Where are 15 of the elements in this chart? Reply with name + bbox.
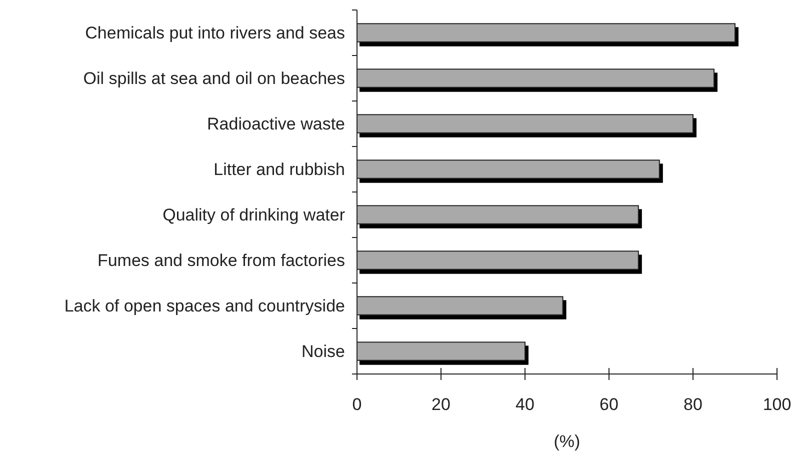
x-tick-label: 20 [432,395,450,414]
y-tick-label: Radioactive waste [207,114,345,134]
y-tick-label: Noise [302,342,345,362]
x-tick-label: 40 [516,395,534,414]
y-tick-label: Lack of open spaces and countryside [64,296,345,316]
x-tick-label: 80 [684,395,702,414]
y-tick-label: Oil spills at sea and oil on beaches [83,69,345,88]
x-axis-title: (%) [554,432,580,451]
x-tick-label: 100 [762,395,792,414]
x-tick-label: 0 [352,395,362,414]
y-tick-label: Litter and rubbish [214,160,345,180]
y-tick-label: Chemicals put into rivers and seas [85,24,345,43]
y-tick-label: Fumes and smoke from factories [97,251,345,270]
x-tick-label: 60 [600,395,618,414]
y-tick-label: Quality of drinking water [162,206,346,225]
